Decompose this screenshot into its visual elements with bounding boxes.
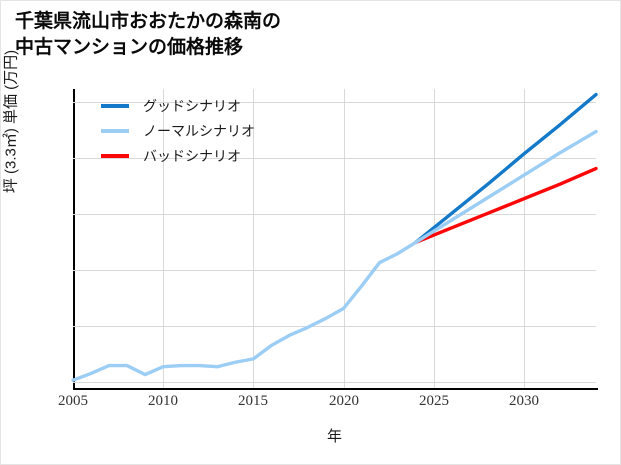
legend-color-swatch [101, 103, 129, 108]
gridline-horizontal [73, 102, 596, 103]
legend-item[interactable]: グッドシナリオ [101, 93, 255, 118]
legend-item-label: ノーマルシナリオ [143, 122, 255, 139]
legend-item[interactable]: ノーマルシナリオ [101, 118, 255, 143]
x-tick-label: 2025 [419, 393, 449, 409]
gridline-vertical [344, 89, 345, 388]
y-axis-title: 坪 (3.3㎡) 単価 (万円) [2, 49, 20, 194]
x-tick-label: 2030 [509, 393, 539, 409]
legend-item-label: グッドシナリオ [143, 97, 241, 114]
plot-area: 100150200250300350 200520102015202020252… [58, 89, 598, 409]
legend-item-label: バッドシナリオ [143, 147, 241, 164]
legend-color-swatch [101, 128, 129, 133]
x-tick-label: 2010 [148, 393, 178, 409]
gridline-horizontal [73, 270, 596, 271]
gridline-horizontal [73, 158, 596, 159]
page-title: 千葉県流山市おおたかの森南の 中古マンションの価格推移 [15, 11, 282, 58]
series-lines [71, 92, 598, 382]
x-tick-label: 2005 [58, 393, 88, 409]
gridline-vertical [434, 89, 435, 388]
legend-item[interactable]: バッドシナリオ [101, 143, 255, 168]
series-line [413, 92, 598, 245]
legend-color-swatch [101, 153, 129, 158]
x-tick-label: 2015 [238, 393, 268, 409]
series-line [71, 129, 598, 382]
legend: グッドシナリオ ノーマルシナリオ バッドシナリオ [101, 93, 255, 168]
gridline-vertical [163, 89, 164, 388]
gridline-vertical [524, 89, 525, 388]
gridline-horizontal [73, 214, 596, 215]
gridline-horizontal [73, 326, 596, 327]
x-axis-title: 年 [326, 428, 342, 445]
gridline-horizontal [73, 382, 596, 383]
plot-axes-frame [73, 89, 598, 390]
series-line [413, 166, 598, 245]
x-tick-label: 2020 [329, 393, 359, 409]
gridline-vertical [253, 89, 254, 388]
